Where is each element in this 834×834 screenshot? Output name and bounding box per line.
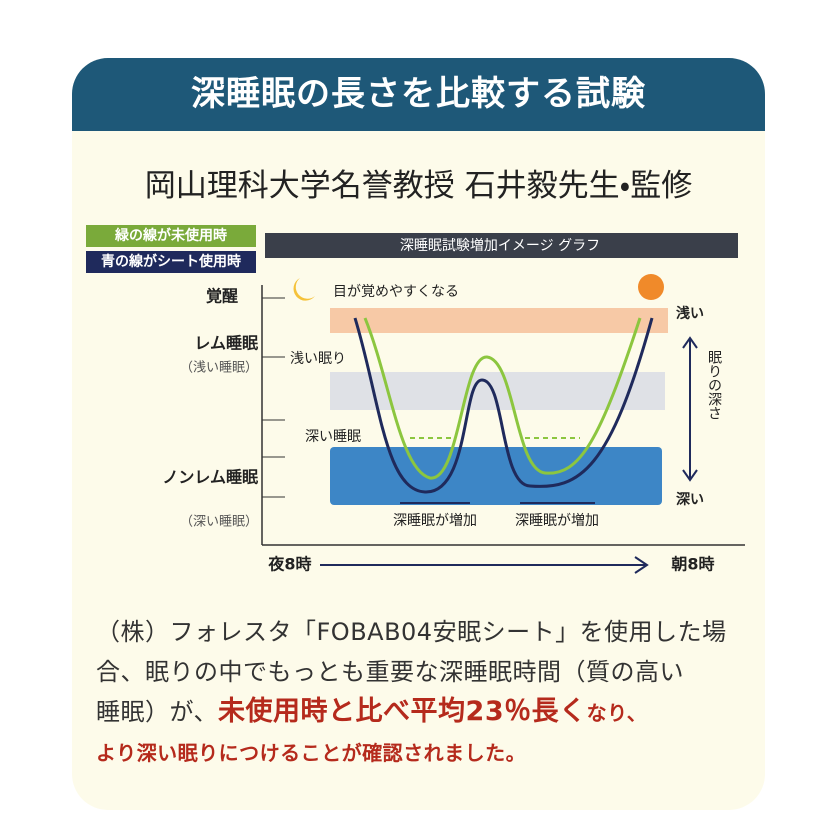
graph-title: 深睡眠試験増加イメージ グラフ [400,238,600,254]
annotation: 深睡眠が増加 [393,513,477,529]
body-line: 合、眠りの中でもっとも重要な深睡眠時間（質の高い [96,658,684,686]
y-label: レム睡眠 [194,334,259,353]
body-text: （株）フォレスタ「FOBAB04安眠シート」を使用した場 合、眠りの中でもっとも… [96,612,756,773]
depth-label: 眠りの深さ [706,350,722,420]
body-line: より深い眠りにつけることが確認されました。 [96,741,527,765]
annotation: 目が覚めやすくなる [333,284,459,300]
highlight-tail: なり、 [586,701,648,725]
graph-title-bg [265,233,738,258]
sun [638,274,664,300]
body-text: 睡眠）が、 [96,698,219,726]
ticks [262,297,285,498]
card: 深睡眠の長さを比較する試験 岡山理科大学名誉教授 石井毅先生・監修 [72,58,765,810]
y-label: （深い睡眠） [180,515,258,530]
header-title: 深睡眠の長さを比較する試験 [72,58,765,131]
body-line: 睡眠）が、未使用時と比べ平均23％長くなり、 [96,692,756,733]
legend-bg [86,251,256,273]
band-nonrem [330,447,662,505]
depth-label: 深い [676,492,704,508]
annotation: 深睡眠が増加 [515,513,599,529]
annotation: 深い睡眠 [305,429,361,445]
y-label: ノンレム睡眠 [162,468,259,487]
y-label: 覚醒 [206,287,238,306]
curve-blue [353,317,654,494]
depth-label: 浅い [676,305,704,322]
legend-bg [86,225,256,247]
x-label: 夜8時 [267,555,311,574]
arrows [320,336,698,574]
curve-green [363,317,642,480]
legend-green: 緑の線が未使用時 [114,227,227,244]
x-label: 朝8時 [671,555,714,574]
legend-blue: 青の線がシート使用時 [101,253,241,270]
body-line: （株）フォレスタ「FOBAB04安眠シート」を使用した場 [96,618,727,646]
highlight: 未使用時と比べ平均23％長く [218,696,587,727]
y-label: （浅い睡眠） [180,361,258,376]
subtitle: 岡山理科大学名誉教授 石井毅先生・監修 [144,168,693,204]
band-awake [330,308,668,333]
annotation: 浅い眠り [290,351,346,367]
moon [293,278,315,301]
